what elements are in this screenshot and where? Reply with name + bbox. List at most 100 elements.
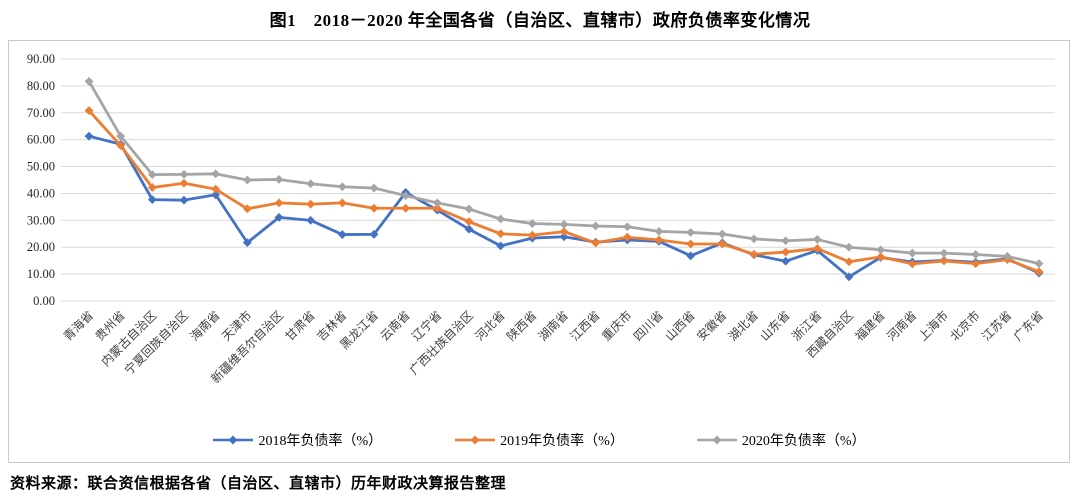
x-axis-tick-label: 北京市 xyxy=(947,308,983,344)
chart-legend: 2018年负债率（%） 2019年负债率（%） 2020年负债率（%） xyxy=(9,430,1069,450)
data-point-diamond xyxy=(211,184,221,194)
data-point-diamond xyxy=(622,222,632,232)
data-point-diamond xyxy=(971,250,981,259)
data-point-diamond xyxy=(844,242,854,252)
data-point-diamond xyxy=(274,175,284,184)
data-point-diamond xyxy=(559,219,569,229)
data-point-diamond xyxy=(147,183,157,192)
data-point-diamond xyxy=(274,212,284,222)
data-point-diamond xyxy=(274,198,284,208)
data-point-diamond xyxy=(211,190,221,200)
legend-item-2018[interactable]: 2018年负债率（%） xyxy=(212,430,382,450)
legend-marker-2019-icon xyxy=(455,435,496,445)
data-point-diamond xyxy=(876,245,886,255)
x-axis-tick-label: 四川省 xyxy=(631,308,666,343)
data-point-diamond xyxy=(971,259,981,269)
data-point-diamond xyxy=(781,256,791,266)
data-point-diamond xyxy=(179,169,189,179)
legend-item-2019[interactable]: 2019年负债率（%） xyxy=(454,430,624,450)
data-point-diamond xyxy=(686,251,696,261)
data-point-diamond xyxy=(401,191,411,200)
y-axis-tick-label: 0.00 xyxy=(33,294,55,308)
data-point-diamond xyxy=(306,199,316,209)
data-point-diamond xyxy=(211,169,221,179)
data-point-diamond xyxy=(84,106,94,116)
data-point-diamond xyxy=(306,215,316,225)
chart-container: 90.00 80.00 70.00 60.00 50.00 40.00 30.00 20.00… xyxy=(8,40,1070,463)
data-point-diamond xyxy=(401,203,411,213)
line-chart: 90.00 80.00 70.00 60.00 50.00 40.00 30.00 20.00… xyxy=(27,52,1055,386)
chart-title: 图1 2018－2020 年全国各省（自治区、直辖市）政府负债率变化情况 xyxy=(269,11,811,30)
data-point-diamond xyxy=(686,228,696,237)
y-axis-tick-label: 20.00 xyxy=(27,240,55,254)
data-point-diamond xyxy=(179,195,189,205)
data-point-diamond xyxy=(464,224,474,234)
data-point-diamond xyxy=(907,248,917,258)
data-point-diamond xyxy=(432,203,442,213)
x-axis-tick-label: 江西省 xyxy=(567,308,602,343)
x-axis-tick-label: 安徽省 xyxy=(693,308,729,344)
data-point-diamond xyxy=(496,241,506,251)
x-axis-tick-label: 湖南省 xyxy=(535,308,571,344)
data-point-diamond xyxy=(84,131,94,141)
x-axis-tick-label: 山西省 xyxy=(662,308,697,343)
y-axis-tick-label: 80.00 xyxy=(27,79,55,93)
data-point-diamond xyxy=(116,141,126,150)
data-point-diamond xyxy=(844,257,854,267)
y-axis-tick-label: 70.00 xyxy=(27,106,55,120)
data-point-diamond xyxy=(147,170,157,180)
data-point-diamond xyxy=(591,221,601,231)
y-axis-tick-label: 50.00 xyxy=(27,160,55,174)
data-point-diamond xyxy=(242,175,252,185)
data-point-diamond xyxy=(812,235,822,244)
data-point-diamond xyxy=(464,217,474,227)
y-axis-tick-label: 90.00 xyxy=(27,52,55,66)
data-point-diamond xyxy=(939,256,949,266)
x-axis-tick-label: 湖北省 xyxy=(725,308,761,344)
x-axis-tick-label: 重庆市 xyxy=(598,308,634,344)
data-point-diamond xyxy=(622,232,632,242)
data-point-diamond xyxy=(907,259,917,269)
legend-item-2020[interactable]: 2020年负债率（%） xyxy=(696,430,866,450)
x-axis-tick-label: 云南省 xyxy=(377,308,413,344)
data-point-diamond xyxy=(527,230,537,240)
data-point-diamond xyxy=(939,248,949,258)
data-point-diamond xyxy=(84,76,94,86)
data-point-diamond xyxy=(781,236,791,246)
legend-marker-2020-icon xyxy=(696,435,737,445)
data-point-diamond xyxy=(654,235,664,245)
data-point-diamond xyxy=(369,229,379,239)
legend-label-2018: 2018年负债率（%） xyxy=(258,434,383,449)
data-point-diamond xyxy=(369,183,379,193)
x-axis-tick-label: 海南省 xyxy=(187,308,223,344)
data-point-diamond xyxy=(496,229,506,239)
data-point-diamond xyxy=(1034,267,1044,277)
data-point-diamond xyxy=(179,178,189,188)
x-axis-tick-label: 福建省 xyxy=(852,308,888,344)
data-point-diamond xyxy=(717,239,727,249)
x-axis-tick-label: 甘肃省 xyxy=(282,308,317,343)
y-axis-tick-label: 40.00 xyxy=(27,186,55,200)
data-point-diamond xyxy=(306,179,316,189)
x-axis-tick-label: 山东省 xyxy=(757,308,792,343)
x-axis-tick-label: 河北省 xyxy=(472,308,507,343)
x-axis-tick-label: 江苏省 xyxy=(979,308,1014,343)
data-point-diamond xyxy=(749,234,759,244)
data-point-diamond xyxy=(559,232,569,242)
data-point-diamond xyxy=(844,272,854,282)
legend-marker-2018-icon xyxy=(213,435,254,445)
data-point-diamond xyxy=(464,204,474,214)
x-axis-tick-label: 广东省 xyxy=(1011,308,1046,343)
data-point-diamond xyxy=(654,226,664,236)
data-point-diamond xyxy=(432,198,442,208)
data-point-diamond xyxy=(559,227,569,237)
data-point-diamond xyxy=(369,203,379,213)
data-point-diamond xyxy=(242,238,252,248)
y-axis-tick-label: 60.00 xyxy=(27,133,55,147)
x-axis-tick-label: 陕西省 xyxy=(503,308,539,344)
y-axis-tick-label: 30.00 xyxy=(27,213,55,227)
data-point-diamond xyxy=(717,229,727,239)
data-point-diamond xyxy=(337,230,347,239)
data-point-diamond xyxy=(1034,259,1044,269)
legend-label-2019: 2019年负债率（%） xyxy=(500,434,624,449)
